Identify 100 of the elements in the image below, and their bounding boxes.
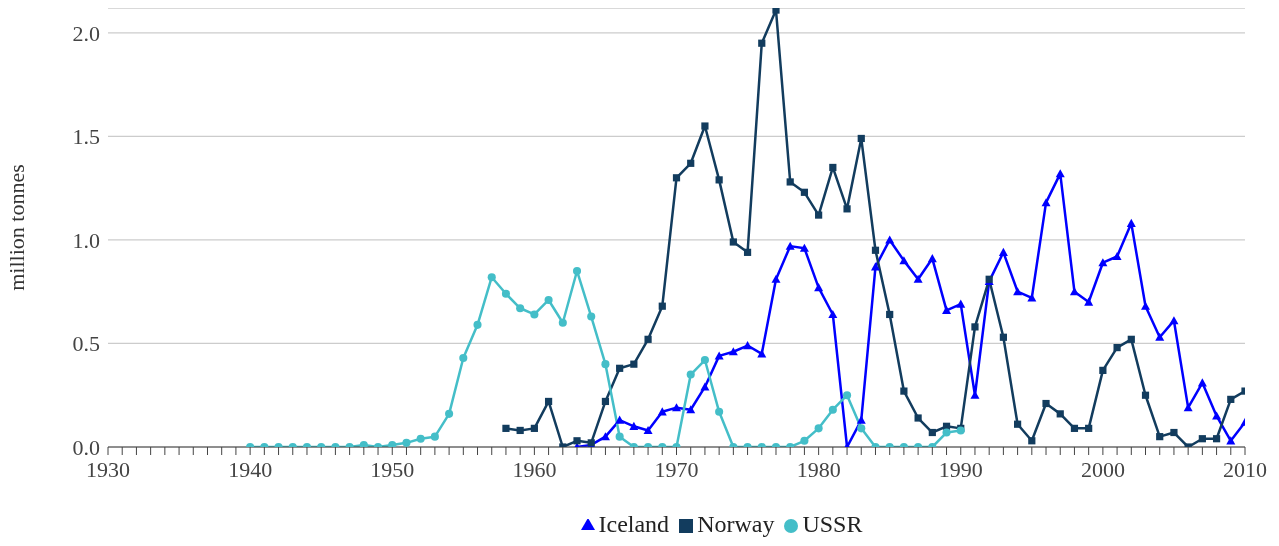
point (644, 335, 652, 343)
point (544, 295, 553, 305)
point (786, 178, 794, 186)
point (758, 39, 766, 47)
point (899, 256, 909, 265)
point (1170, 428, 1178, 437)
point (1169, 316, 1179, 325)
point (544, 397, 553, 406)
point (615, 432, 624, 441)
point (857, 134, 865, 143)
point (1212, 435, 1221, 443)
point (914, 414, 922, 422)
point (843, 205, 851, 213)
point (1141, 301, 1151, 310)
x-tick-label: 1950 (370, 456, 415, 482)
point (445, 409, 454, 418)
x-tick-label: 2000 (1080, 456, 1125, 482)
y-tick-label: 2.0 (72, 20, 100, 46)
point (1014, 420, 1022, 428)
point (1013, 287, 1023, 296)
point (1198, 435, 1206, 443)
point (672, 174, 681, 182)
point (1112, 251, 1122, 261)
x-tick-label: 1990 (938, 456, 983, 482)
point (1113, 344, 1121, 352)
point (1042, 399, 1050, 408)
point (657, 407, 667, 416)
point (956, 299, 966, 308)
point (643, 425, 653, 435)
point (601, 397, 610, 406)
x-tick-label: 1960 (512, 456, 557, 482)
point (714, 351, 724, 360)
point (359, 440, 368, 447)
point (900, 387, 908, 395)
point (430, 432, 439, 441)
point (700, 355, 709, 365)
point (857, 424, 866, 433)
point (728, 347, 738, 356)
point (814, 424, 823, 433)
point (886, 310, 894, 319)
point (1226, 436, 1236, 445)
point (800, 436, 809, 445)
point (530, 310, 539, 319)
point (672, 403, 681, 412)
point (558, 318, 567, 327)
point (772, 8, 780, 14)
point (743, 341, 753, 350)
point (1069, 287, 1079, 296)
point (1156, 433, 1164, 441)
point (1126, 218, 1136, 227)
point (502, 424, 510, 432)
point (871, 246, 880, 254)
point (1141, 391, 1150, 399)
point (658, 302, 666, 310)
y-tick-label: 1.0 (72, 227, 100, 253)
x-tick-label: 2010 (1223, 456, 1267, 482)
point (630, 360, 638, 368)
point (1227, 395, 1235, 403)
x-tick-label: 1970 (654, 456, 699, 482)
point (1070, 424, 1079, 432)
point (715, 176, 723, 184)
point (828, 309, 838, 319)
point (1155, 332, 1165, 341)
point (942, 428, 951, 437)
point (473, 320, 482, 329)
point (927, 254, 937, 263)
y-axis-title: million tonnes (3, 164, 29, 291)
point (1056, 410, 1064, 418)
point (799, 243, 809, 252)
point (814, 283, 824, 292)
point (616, 364, 624, 372)
point (729, 238, 737, 246)
point (686, 370, 695, 379)
y-tick-label: 0.5 (72, 331, 100, 357)
point (1212, 411, 1222, 420)
point (856, 415, 866, 424)
point (388, 440, 397, 447)
point (1084, 297, 1094, 306)
legend-label: Norway (697, 511, 775, 537)
point (516, 304, 525, 313)
point (928, 428, 936, 437)
point (1028, 437, 1036, 445)
x-tick-label: 1980 (796, 456, 841, 482)
point (501, 289, 510, 298)
point (601, 360, 610, 369)
point (828, 405, 837, 414)
point (885, 235, 895, 244)
point (701, 122, 709, 130)
point (1055, 169, 1065, 178)
y-tick-label: 1.5 (72, 124, 100, 150)
point (530, 424, 538, 432)
point (687, 159, 695, 167)
point (629, 421, 639, 430)
point (573, 437, 581, 445)
point (402, 438, 411, 447)
point (942, 305, 952, 314)
point (487, 273, 496, 282)
point (1085, 424, 1093, 432)
point (843, 391, 852, 400)
point (829, 163, 837, 172)
